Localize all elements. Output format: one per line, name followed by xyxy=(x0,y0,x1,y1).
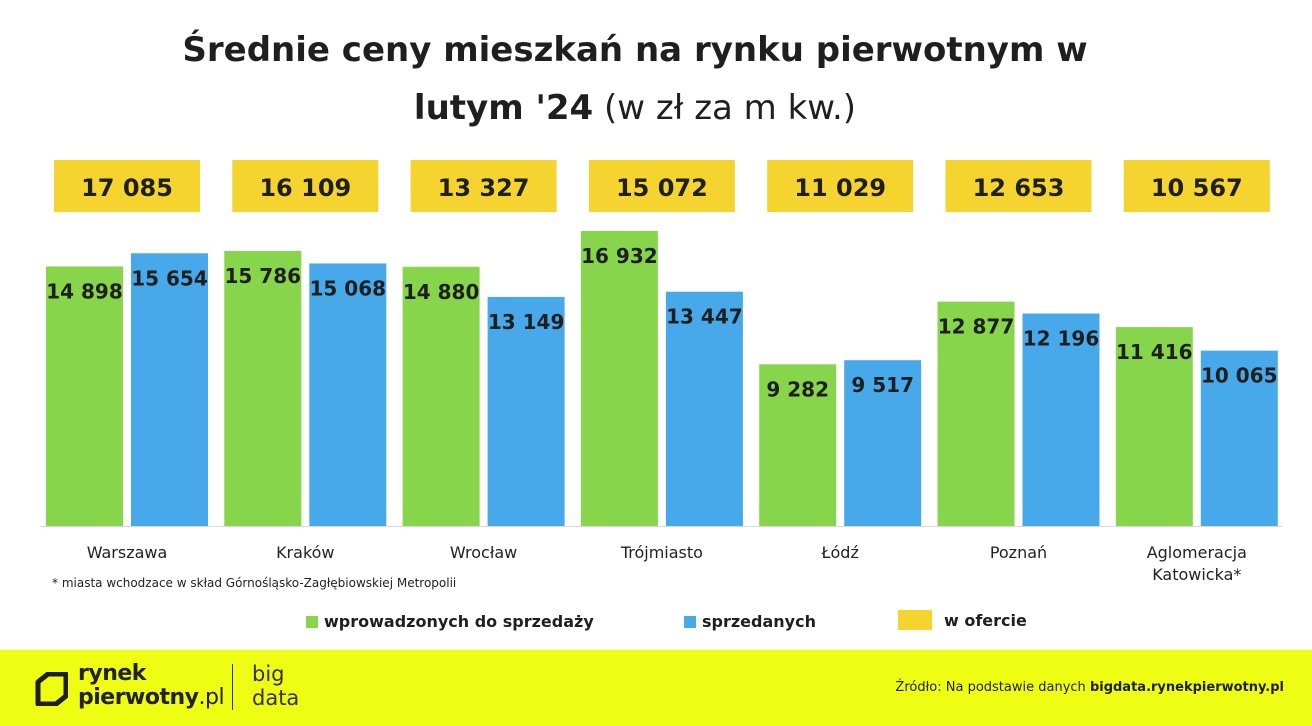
bar-blue-3 xyxy=(665,291,743,526)
offer-box-0 xyxy=(54,160,200,212)
legend-swatch-yellow xyxy=(898,610,932,630)
offer-box-5 xyxy=(945,160,1092,212)
bar-green-1 xyxy=(224,250,302,526)
chart-title-unit: (w zł za m kw.) xyxy=(604,88,857,128)
bar-green-6 xyxy=(1115,327,1193,526)
category-label-3: Trójmiasto xyxy=(620,543,703,562)
legend-swatch-blue xyxy=(684,615,696,628)
category-label-1: Kraków xyxy=(276,543,335,562)
legend-label-introduced: wprowadzonych do sprzedaży xyxy=(324,612,594,631)
offer-box-2 xyxy=(410,160,557,212)
bar-blue-6 xyxy=(1200,350,1278,526)
bar-green-2 xyxy=(402,266,480,526)
bar-label-green-5: 12 877 xyxy=(938,315,1015,339)
offer-label-4: 11 029 xyxy=(794,174,886,202)
bar-label-blue-5: 12 196 xyxy=(1023,327,1100,351)
brand-suffix: .pl xyxy=(198,685,225,710)
bar-label-green-1: 15 786 xyxy=(225,264,302,288)
bar-green-0 xyxy=(46,266,123,526)
legend-label-offer: w ofercie xyxy=(944,610,1027,630)
bar-label-green-6: 11 416 xyxy=(1116,340,1193,364)
bar-label-blue-2: 13 149 xyxy=(488,310,565,334)
offer-box-6 xyxy=(1123,160,1270,212)
bar-label-green-0: 14 898 xyxy=(46,279,123,303)
bar-blue-0 xyxy=(131,253,208,527)
footer-bar: rynek pierwotny.pl big data Źródło: Na p… xyxy=(0,650,1312,726)
bigdata-line-2: data xyxy=(252,686,300,710)
offer-label-2: 13 327 xyxy=(438,174,530,202)
category-label-2: Wrocław xyxy=(449,543,518,562)
legend-swatch-green xyxy=(306,615,318,628)
bar-label-blue-0: 15 654 xyxy=(131,266,208,290)
rynek-pierwotny-logo-icon xyxy=(35,672,68,706)
bar-blue-1 xyxy=(309,263,387,526)
offer-label-5: 12 653 xyxy=(973,174,1065,202)
logo-divider xyxy=(232,664,233,710)
chart-title-line-2: lutym '24 (w zł za m kw.) xyxy=(0,88,1270,128)
offer-label-3: 15 072 xyxy=(616,174,708,202)
brand-name: pierwotny xyxy=(78,685,199,710)
source-note: Źródło: Na podstawie danych bigdata.ryne… xyxy=(895,680,1284,695)
bigdata-line-1: big xyxy=(252,662,285,686)
offer-label-0: 17 085 xyxy=(81,174,173,202)
brand-logo: rynek pierwotny.pl xyxy=(78,661,225,710)
bar-blue-5 xyxy=(1022,313,1100,526)
bar-label-green-2: 14 880 xyxy=(403,280,480,304)
category-label-4: Łódź xyxy=(821,543,859,562)
legend-item-introduced: wprowadzonych do sprzedaży xyxy=(306,612,594,631)
category-label-6: Aglomeracja Katowicka* xyxy=(1146,543,1247,584)
legend-item-sold: sprzedanych xyxy=(684,612,816,631)
bar-green-5 xyxy=(937,301,1015,526)
bar-chart: 14 898 15 654 17 085 15 786 15 068 16 109 14 8… xyxy=(40,160,1282,527)
bar-blue-4 xyxy=(844,360,922,526)
bar-label-green-4: 9 282 xyxy=(766,377,829,401)
bar-label-blue-6: 10 065 xyxy=(1201,364,1278,388)
bar-label-blue-3: 13 447 xyxy=(666,305,743,329)
legend-item-offer: w ofercie xyxy=(898,610,1027,630)
bar-green-4 xyxy=(759,364,837,526)
category-label-5: Poznań xyxy=(989,543,1048,562)
footnote: * miasta wchodzace w skład Górnośląsko-Z… xyxy=(52,576,457,590)
offer-box-4 xyxy=(767,160,914,212)
brand-line-2: pierwotny.pl xyxy=(78,685,225,710)
chart-title-period: lutym '24 xyxy=(413,88,594,128)
bar-blue-2 xyxy=(487,296,565,526)
offer-box-3 xyxy=(588,160,735,212)
chart-title-line-1: Średnie ceny mieszkań na rynku pierwotny… xyxy=(182,30,1088,70)
bigdata-logo: big data xyxy=(252,662,299,710)
source-link: bigdata.rynekpierwotny.pl xyxy=(1089,680,1284,695)
source-prefix: Źródło: Na podstawie danych xyxy=(895,680,1086,695)
bar-label-blue-4: 9 517 xyxy=(851,373,914,397)
offer-box-1 xyxy=(232,160,379,212)
legend-label-sold: sprzedanych xyxy=(702,612,816,631)
offer-label-6: 10 567 xyxy=(1151,174,1243,202)
bar-label-blue-1: 15 068 xyxy=(310,276,387,300)
offer-label-1: 16 109 xyxy=(259,174,351,202)
bar-label-green-3: 16 932 xyxy=(581,244,658,268)
category-label-0: Warszawa xyxy=(86,543,168,562)
brand-line-1: rynek xyxy=(78,661,146,686)
bar-green-3 xyxy=(580,231,658,526)
